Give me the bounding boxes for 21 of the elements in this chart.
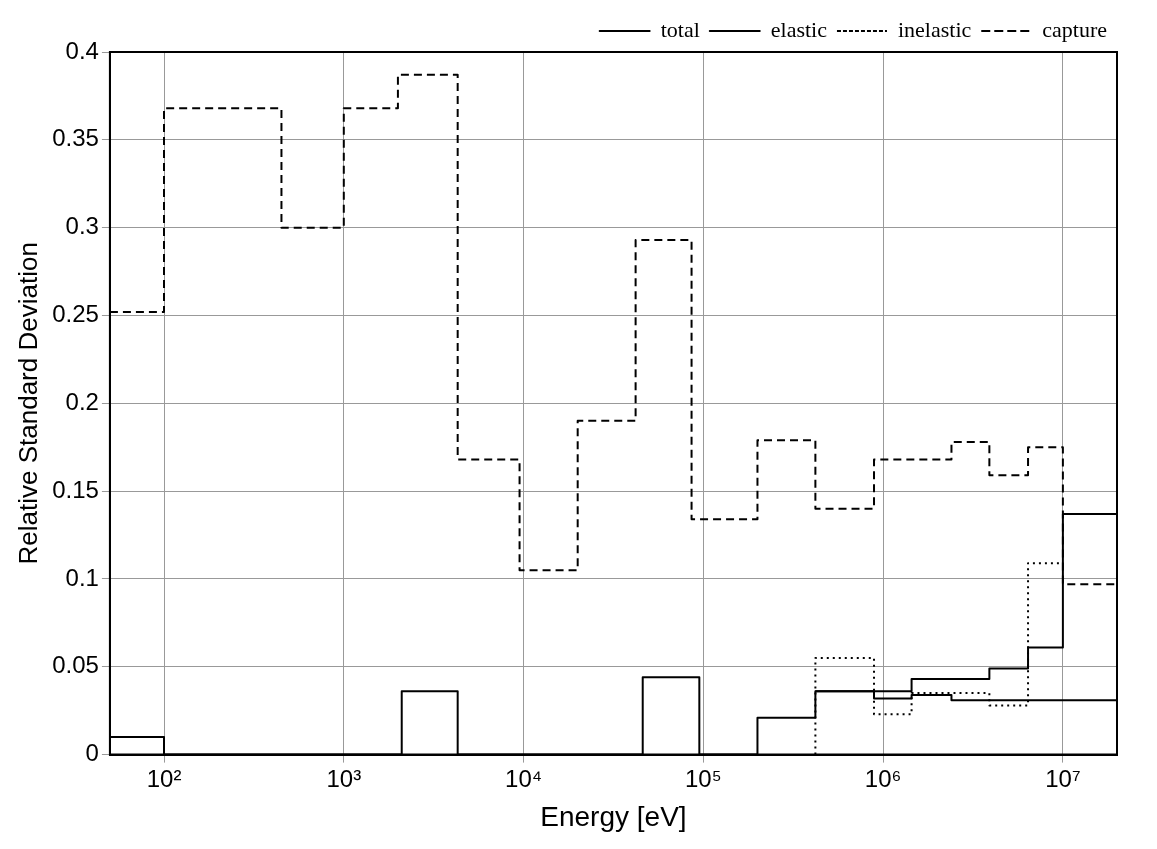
legend-label: elastic [770,16,828,42]
legend-label: capture [1042,16,1107,42]
y-tick-label: 0.3 [65,212,99,240]
y-tick-label: 0.35 [52,124,99,152]
legend-label: inelastic [897,16,972,42]
x-tick-label: 10³ [326,764,362,792]
x-tick-label: 10⁷ [1045,764,1081,792]
y-tick-label: 0.1 [65,563,99,591]
x-tick-label: 10⁶ [864,764,902,792]
y-tick-label: 0.15 [52,475,99,503]
x-tick-label: 10⁴ [505,764,543,792]
x-tick-label: 10² [146,764,182,792]
y-axis-title: Relative Standard Deviation [12,242,43,565]
x-axis-title: Energy [eV] [540,800,687,832]
y-tick-label: 0.2 [65,387,99,415]
x-tick-label: 10⁵ [685,764,722,792]
y-tick-label: 0.05 [52,651,99,679]
y-tick-label: 0 [85,739,99,767]
y-tick-label: 0.4 [65,36,99,64]
y-tick-label: 0.25 [52,300,99,328]
legend-label: total [660,16,700,42]
